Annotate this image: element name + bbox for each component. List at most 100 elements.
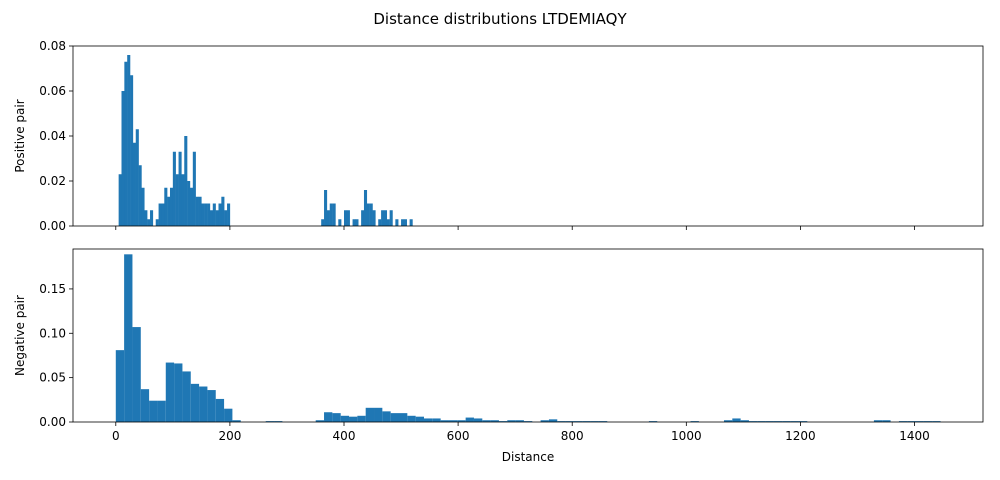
negative-bar-37 bbox=[482, 420, 491, 422]
positive-bar-57 bbox=[389, 210, 393, 226]
negative-bar-17 bbox=[315, 420, 325, 422]
positive-bar-54 bbox=[381, 210, 385, 226]
negative-bar-67 bbox=[915, 421, 924, 422]
negative-bar-57 bbox=[757, 421, 766, 422]
positive-ytick-label-0: 0.00 bbox=[39, 219, 66, 233]
positive-bar-44 bbox=[344, 210, 348, 226]
negative-bar-22 bbox=[357, 415, 366, 422]
negative-xtick-label-6: 1200 bbox=[785, 429, 816, 443]
positive-bar-2 bbox=[124, 61, 128, 226]
negative-ytick-label-1: 0.05 bbox=[39, 371, 66, 385]
negative-bar-8 bbox=[182, 371, 191, 422]
positive-bar-51 bbox=[369, 203, 373, 226]
negative-bar-36 bbox=[473, 418, 483, 422]
negative-bar-1 bbox=[124, 254, 133, 422]
positive-bar-17 bbox=[169, 187, 174, 226]
negative-bar-39 bbox=[498, 421, 508, 422]
positive-bar-29 bbox=[204, 203, 208, 226]
negative-ytick-label-0: 0.00 bbox=[39, 415, 66, 429]
negative-bar-53 bbox=[723, 420, 733, 422]
positive-bar-21 bbox=[181, 174, 185, 226]
positive-bar-26 bbox=[195, 196, 199, 226]
positive-bar-23 bbox=[187, 181, 191, 226]
negative-bar-16 bbox=[274, 421, 283, 422]
positive-bar-53 bbox=[378, 219, 382, 226]
negative-bar-43 bbox=[540, 420, 549, 422]
positive-bar-59 bbox=[401, 219, 405, 226]
positive-bar-14 bbox=[161, 203, 165, 226]
negative-bar-14 bbox=[232, 420, 241, 422]
positive-bar-42 bbox=[332, 203, 336, 226]
positive-pair-panel: 0.00 0.02 0.04 0.06 0.08 Positive pair bbox=[13, 39, 984, 233]
positive-bar-32 bbox=[212, 203, 216, 226]
positive-bar-48 bbox=[361, 210, 365, 226]
positive-bar-1 bbox=[121, 91, 125, 226]
negative-ytick-label-3: 0.15 bbox=[39, 282, 66, 296]
negative-bar-59 bbox=[773, 421, 783, 422]
negative-bar-10 bbox=[199, 386, 208, 422]
positive-bar-58 bbox=[395, 219, 399, 226]
figure-title: Distance distributions LTDEMIAQY bbox=[373, 10, 627, 28]
negative-bar-47 bbox=[573, 421, 583, 422]
negative-xlabel: Distance bbox=[502, 450, 554, 464]
positive-bar-31 bbox=[209, 210, 214, 226]
negative-bar-19 bbox=[332, 413, 341, 422]
positive-bar-19 bbox=[175, 174, 179, 226]
positive-ytick-label-2: 0.04 bbox=[39, 129, 66, 143]
positive-bar-22 bbox=[184, 136, 188, 226]
positive-bar-3 bbox=[127, 55, 131, 226]
negative-bar-38 bbox=[490, 420, 499, 422]
negative-bar-4 bbox=[149, 400, 158, 422]
negative-bar-68 bbox=[923, 421, 933, 422]
negative-bar-33 bbox=[448, 420, 458, 422]
negative-bar-31 bbox=[432, 418, 441, 422]
negative-bar-41 bbox=[515, 420, 524, 422]
negative-bar-50 bbox=[598, 421, 608, 422]
positive-bar-36 bbox=[224, 210, 228, 226]
positive-bar-18 bbox=[172, 151, 176, 226]
positive-bar-13 bbox=[158, 203, 162, 226]
negative-bar-15 bbox=[265, 421, 275, 422]
negative-bar-26 bbox=[390, 413, 400, 422]
negative-pair-panel: 0 200 400 600 800 1000 1200 1400 0.00 0.05 0.10 0.1… bbox=[13, 248, 984, 464]
positive-bar-24 bbox=[189, 187, 194, 226]
negative-bar-12 bbox=[215, 398, 225, 422]
negative-bar-60 bbox=[782, 421, 791, 422]
positive-bar-7 bbox=[138, 165, 142, 226]
negative-bar-21 bbox=[349, 416, 358, 422]
negative-axes-frame bbox=[72, 248, 984, 423]
negative-bar-54 bbox=[732, 418, 741, 422]
positive-bar-35 bbox=[221, 196, 225, 226]
negative-bar-23 bbox=[365, 407, 375, 422]
negative-xtick-label-1: 200 bbox=[218, 429, 241, 443]
negative-bar-24 bbox=[374, 407, 383, 422]
negative-bar-42 bbox=[523, 421, 533, 422]
negative-bar-20 bbox=[340, 415, 350, 422]
positive-bar-16 bbox=[167, 196, 171, 226]
positive-bar-20 bbox=[178, 151, 182, 226]
negative-bar-13 bbox=[224, 408, 233, 422]
negative-bar-7 bbox=[174, 363, 183, 422]
negative-bar-27 bbox=[399, 413, 408, 422]
negative-bar-29 bbox=[415, 416, 424, 422]
positive-bar-46 bbox=[352, 219, 356, 226]
negative-bar-25 bbox=[382, 411, 391, 422]
positive-axes-frame bbox=[72, 45, 984, 227]
positive-bar-61 bbox=[409, 219, 413, 226]
positive-bar-28 bbox=[201, 203, 205, 226]
positive-bar-43 bbox=[338, 219, 342, 226]
negative-bar-58 bbox=[765, 421, 774, 422]
positive-ylabel: Positive pair bbox=[13, 99, 27, 172]
positive-bar-27 bbox=[198, 196, 202, 226]
negative-bar-45 bbox=[557, 421, 566, 422]
positive-bar-49 bbox=[363, 190, 368, 226]
positive-bar-9 bbox=[144, 210, 148, 226]
negative-bar-51 bbox=[648, 421, 658, 422]
negative-bar-35 bbox=[465, 417, 474, 422]
positive-bar-30 bbox=[207, 203, 211, 226]
negative-bar-3 bbox=[140, 389, 150, 422]
negative-bar-5 bbox=[157, 400, 166, 422]
negative-bar-11 bbox=[207, 390, 216, 422]
negative-bar-49 bbox=[590, 421, 599, 422]
negative-bar-63 bbox=[873, 420, 883, 422]
